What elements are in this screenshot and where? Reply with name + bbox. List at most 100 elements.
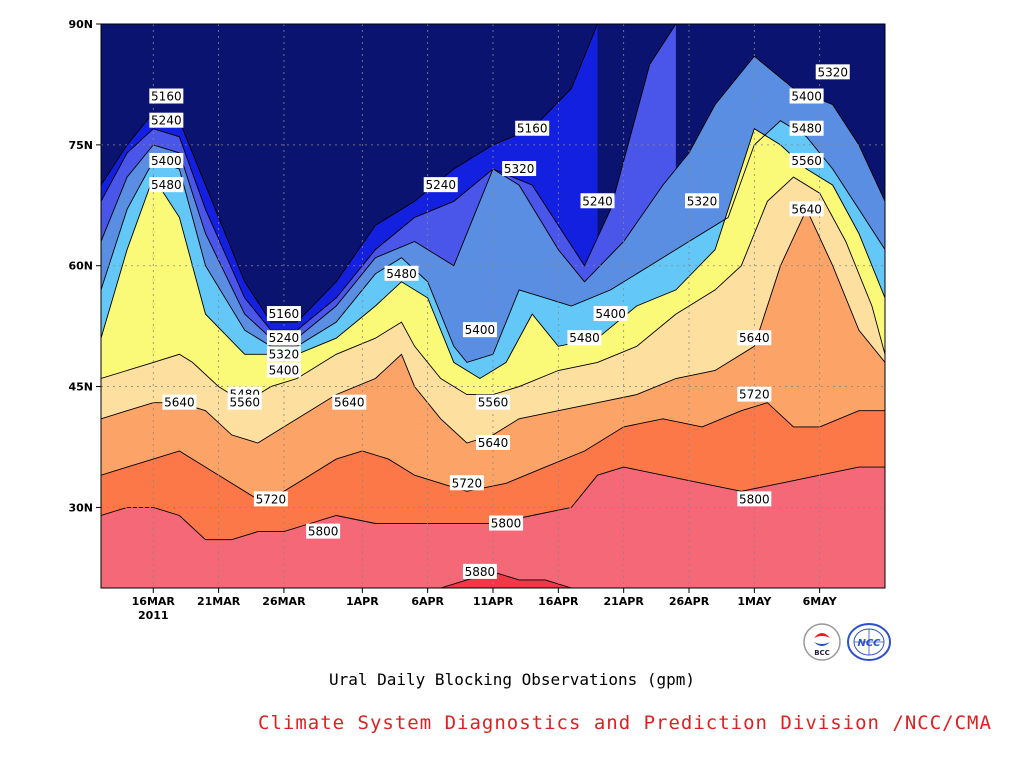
contour-label-bg (593, 306, 628, 322)
contour-line-5480 (101, 128, 885, 380)
contour-label-text: 5160 (517, 122, 548, 136)
contour-label-text: 5400 (269, 363, 300, 377)
contour-label-text: 5800 (308, 525, 339, 539)
contour-label: 5480 (567, 330, 602, 346)
contour-label-text: 5480 (151, 178, 182, 192)
contour-label-bg (815, 64, 850, 80)
contour-label: 5720 (737, 386, 772, 402)
contour-label-text: 5560 (791, 154, 822, 168)
contour-label-bg (423, 177, 458, 193)
contour-label-bg (162, 394, 197, 410)
contour-label-bg (789, 88, 824, 104)
contour-label-text: 5640 (739, 331, 770, 345)
contour-label: 5560 (476, 394, 510, 410)
contour-label-text: 5160 (269, 307, 300, 321)
contour-label-text: 5640 (334, 396, 365, 410)
contour-label-bg (227, 394, 262, 410)
credit-line: Climate System Diagnostics and Predictio… (258, 712, 992, 734)
contour-label: 5640 (789, 201, 824, 217)
contour-label-text: 5400 (151, 154, 182, 168)
x-tick-label: 21MAR (197, 595, 241, 608)
contour-label-bg (580, 193, 615, 209)
contour-label-bg (502, 161, 537, 177)
contour-label-text: 5240 (425, 178, 456, 192)
contour-label: 5480 (384, 265, 419, 281)
contour-label: 5240 (580, 193, 615, 209)
contour-label: 5720 (253, 491, 288, 507)
contour-label-text: 5480 (569, 331, 600, 345)
contour-label: 5640 (332, 394, 367, 410)
contour-label: 5320 (815, 64, 850, 80)
contour-label-text: 5240 (151, 114, 182, 128)
contour-line-5240 (101, 24, 677, 331)
contour-label-bg (476, 434, 510, 450)
bcc-logo-text: BCC (814, 649, 830, 657)
contour-label: 5240 (149, 112, 184, 128)
contour-line-5640 (101, 208, 885, 444)
contour-label: 5400 (789, 88, 824, 104)
x-tick-label: 26APR (669, 595, 710, 608)
contour-label: 5400 (149, 152, 184, 168)
x-axis: 16MAR 21MAR 26MAR 1APR 6APR 11APR 16APR 21APR 26… (132, 588, 838, 622)
contour-label-text: 5720 (739, 388, 770, 402)
contour-label-bg (789, 201, 824, 217)
x-tick-label: 6MAY (803, 595, 838, 608)
y-tick-label: 90N (68, 18, 93, 31)
contour-label-bg (462, 563, 497, 579)
contour-label-bg (515, 120, 550, 136)
contour-line-5320 (101, 55, 885, 339)
contour-label: 5400 (462, 322, 497, 338)
contour-label-bg (737, 330, 772, 346)
contour-label: 5160 (266, 306, 301, 322)
contour-label-text: 5640 (164, 396, 195, 410)
contour-label: 5640 (737, 330, 772, 346)
contour-line-5800 (101, 466, 885, 541)
x-tick-label: 16APR (538, 595, 579, 608)
contour-label: 5240 (266, 330, 301, 346)
contour-label-text: 5720 (256, 492, 287, 506)
contour-label: 5480 (789, 120, 824, 136)
contour-label: 5640 (476, 434, 510, 450)
contour-label-text: 5320 (687, 194, 718, 208)
contour-label-bg (449, 475, 484, 491)
contour-label-bg (462, 322, 497, 338)
ncc-logo-text: NCC (857, 638, 881, 649)
contour-label-bg (149, 112, 184, 128)
contour-labels: 5160 5240 5400 5480 5640 5160 5240 5320 5400 5480… (149, 64, 850, 579)
contour-label: 5560 (789, 152, 824, 168)
contour-label-text: 5640 (478, 436, 509, 450)
contour-label-bg (737, 491, 772, 507)
bcc-logo: BCC (803, 623, 841, 661)
contour-label-bg (685, 193, 720, 209)
contour-label-text: 5480 (791, 122, 822, 136)
contour-label-text: 5320 (269, 347, 300, 361)
contour-label-text: 5720 (452, 476, 483, 490)
x-tick-label: 26MAR (262, 595, 306, 608)
x-tick-label: 1MAY (737, 595, 772, 608)
contour-label-bg (266, 362, 301, 378)
contour-label: 5400 (266, 362, 301, 378)
contour-line-5560 (101, 176, 885, 404)
y-tick-label: 60N (68, 260, 93, 273)
contour-label-text: 5320 (504, 162, 535, 176)
contour-label: 5240 (423, 177, 458, 193)
contour-label-text: 5640 (791, 202, 822, 216)
contour-label-bg (476, 394, 510, 410)
contour-label-bg (384, 265, 419, 281)
y-axis: 30N 45N 60N 75N 90N (68, 18, 101, 514)
contour-label-text: 5320 (817, 65, 848, 79)
contour-label-text: 5800 (739, 492, 770, 506)
y-tick-label: 45N (68, 381, 93, 394)
contour-label: 5640 (162, 394, 197, 410)
contour-label-bg (266, 346, 301, 362)
contour-label: 5800 (489, 515, 524, 531)
contour-label-bg (789, 120, 824, 136)
grid-lines (101, 24, 885, 588)
contour-label-bg (266, 330, 301, 346)
x-year-label: 2011 (138, 609, 169, 622)
contour-label-text: 5800 (491, 517, 522, 531)
contour-label: 5800 (737, 491, 772, 507)
contour-label-bg (737, 386, 772, 402)
chart-title: Ural Daily Blocking Observations (gpm) (328, 670, 696, 689)
